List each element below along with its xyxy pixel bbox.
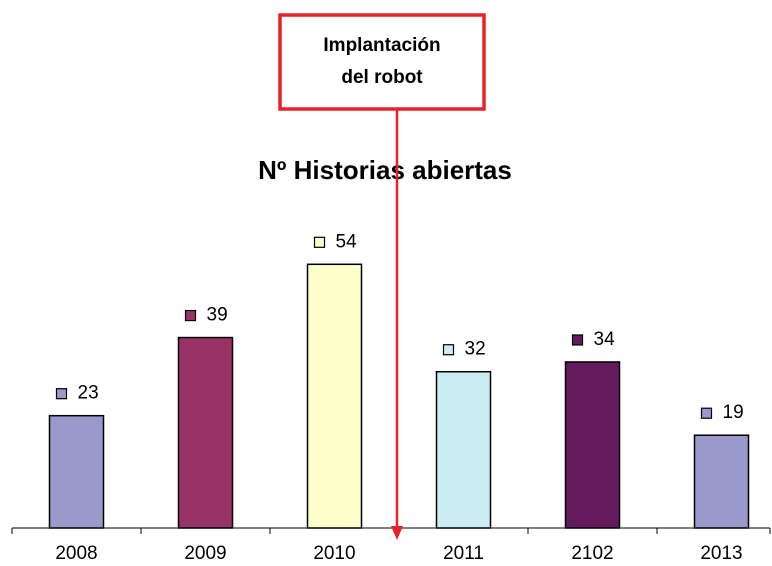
bar bbox=[435, 370, 492, 529]
legend-key bbox=[571, 334, 584, 346]
value-label: 32 bbox=[465, 339, 486, 360]
annotation-text: Implantación bbox=[323, 35, 440, 56]
chart-title: Nº Historias abiertas bbox=[258, 155, 512, 185]
annotation-arrowhead bbox=[391, 526, 403, 540]
x-tick-label: 2013 bbox=[700, 543, 742, 564]
annotation-box bbox=[278, 13, 486, 111]
value-label: 54 bbox=[336, 231, 358, 252]
legend-key bbox=[700, 407, 713, 419]
bar bbox=[306, 263, 363, 529]
legend-key bbox=[313, 236, 326, 248]
value-label: 23 bbox=[78, 383, 99, 404]
x-tick-label: 2011 bbox=[443, 543, 484, 564]
x-tick-label: 2009 bbox=[184, 543, 226, 564]
bar bbox=[693, 434, 750, 529]
legend-key bbox=[442, 344, 455, 356]
bar bbox=[177, 336, 234, 529]
x-tick-label: 2010 bbox=[313, 543, 355, 564]
annotation-text: del robot bbox=[341, 67, 423, 88]
bar bbox=[48, 414, 105, 529]
legend-key bbox=[55, 388, 68, 400]
x-tick-label: 2102 bbox=[571, 543, 613, 564]
legend-key bbox=[184, 309, 197, 322]
value-label: 39 bbox=[207, 305, 228, 326]
value-label: 19 bbox=[723, 402, 744, 423]
value-label: 34 bbox=[594, 329, 616, 350]
x-tick-label: 2008 bbox=[55, 543, 97, 564]
bar bbox=[564, 361, 621, 529]
